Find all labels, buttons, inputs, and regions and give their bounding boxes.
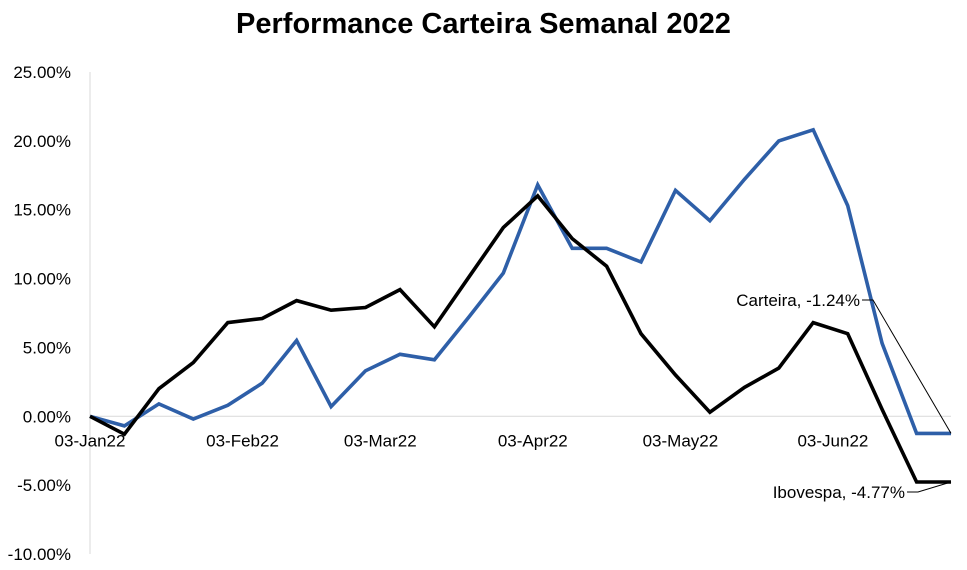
x-tick-label: 03-Apr22: [498, 431, 568, 450]
annotation-ibovespa: Ibovespa, -4.77%: [773, 483, 905, 502]
x-tick-label: 03-Jun22: [797, 431, 868, 450]
y-tick-label: 0.00%: [23, 407, 71, 426]
series-layer: [89, 127, 951, 484]
series-line-carteira: [89, 127, 951, 436]
y-tick-label: 20.00%: [13, 132, 71, 151]
y-tick-label: 25.00%: [13, 63, 71, 82]
y-tick-label: 5.00%: [23, 338, 71, 357]
y-tick-label: 10.00%: [13, 270, 71, 289]
x-tick-label: 03-Feb22: [206, 431, 279, 450]
y-tick-label: -5.00%: [17, 476, 71, 495]
annotation-leader-ibovespa: [907, 481, 952, 493]
series-line-ibovespa: [89, 193, 951, 484]
chart-title: Performance Carteira Semanal 2022: [236, 8, 731, 40]
chart-axes: 25.00% 20.00% 15.00% 10.00% 5.00% 0.00% -5.00%…: [8, 63, 951, 564]
annotation-layer: Carteira, -1.24% Ibovespa, -4.77%: [736, 291, 952, 502]
annotation-carteira: Carteira, -1.24%: [736, 291, 860, 310]
y-tick-label: 15.00%: [13, 201, 71, 220]
annotation-leader-carteira: [862, 299, 952, 434]
x-tick-label: 03-Jan22: [55, 431, 126, 450]
y-tick-label: -10.00%: [8, 545, 71, 564]
x-tick-label: 03-Mar22: [344, 431, 417, 450]
x-tick-label: 03-May22: [643, 431, 719, 450]
